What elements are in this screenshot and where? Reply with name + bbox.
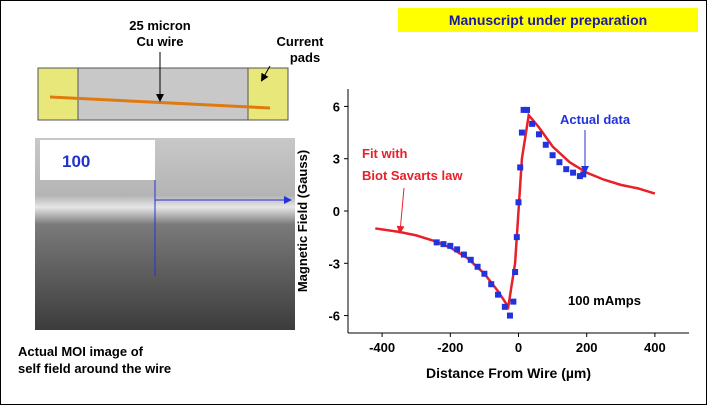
y-axis-label: Magnetic Field (Gauss) bbox=[295, 150, 310, 292]
data-point bbox=[481, 271, 487, 277]
data-point bbox=[550, 152, 556, 158]
pads-label: Current bbox=[277, 34, 325, 49]
slide: Manuscript under preparation 25 micron C… bbox=[0, 0, 707, 405]
data-point bbox=[524, 107, 530, 113]
annotation: Biot Savarts law bbox=[362, 168, 463, 183]
data-point bbox=[563, 166, 569, 172]
x-axis-label: Distance From Wire (µm) bbox=[426, 365, 591, 381]
data-point bbox=[529, 121, 535, 127]
data-point bbox=[514, 234, 520, 240]
caption: Actual MOI image of bbox=[18, 344, 144, 359]
y-tick-label: -6 bbox=[328, 309, 340, 324]
pads-label: pads bbox=[290, 50, 320, 65]
data-point bbox=[519, 130, 525, 136]
data-point bbox=[510, 299, 516, 305]
data-point bbox=[543, 142, 549, 148]
x-tick-label: 400 bbox=[644, 340, 666, 355]
data-point bbox=[434, 239, 440, 245]
y-tick-label: -3 bbox=[328, 256, 340, 271]
data-point bbox=[507, 313, 513, 319]
data-point bbox=[468, 257, 474, 263]
x-tick-label: -400 bbox=[369, 340, 395, 355]
data-point bbox=[461, 252, 467, 258]
data-point bbox=[440, 241, 446, 247]
wire-label: 25 micron bbox=[129, 18, 190, 33]
data-point bbox=[580, 171, 586, 177]
data-point bbox=[454, 246, 460, 252]
y-tick-label: 6 bbox=[333, 99, 340, 114]
data-point bbox=[536, 131, 542, 137]
data-point bbox=[447, 243, 453, 249]
image-label: 100 bbox=[62, 152, 90, 171]
data-point bbox=[556, 159, 562, 165]
data-point bbox=[488, 281, 494, 287]
x-tick-label: -200 bbox=[437, 340, 463, 355]
annotation: 100 mAmps bbox=[568, 293, 641, 308]
y-tick-label: 0 bbox=[333, 204, 340, 219]
x-tick-label: 200 bbox=[576, 340, 598, 355]
data-point bbox=[516, 199, 522, 205]
data-point bbox=[495, 292, 501, 298]
wire-label: Cu wire bbox=[137, 34, 184, 49]
data-point bbox=[502, 304, 508, 310]
banner: Manuscript under preparation bbox=[449, 12, 647, 28]
data-point bbox=[512, 269, 518, 275]
annotation: Fit with bbox=[362, 146, 408, 161]
data-point bbox=[517, 164, 523, 170]
pad bbox=[248, 68, 288, 120]
caption: self field around the wire bbox=[18, 361, 171, 376]
data-point bbox=[475, 264, 481, 270]
data-point bbox=[570, 170, 576, 176]
y-tick-label: 3 bbox=[333, 152, 340, 167]
label-box bbox=[40, 140, 155, 180]
x-tick-label: 0 bbox=[515, 340, 522, 355]
pad bbox=[38, 68, 78, 120]
annotation: Actual data bbox=[560, 112, 631, 127]
